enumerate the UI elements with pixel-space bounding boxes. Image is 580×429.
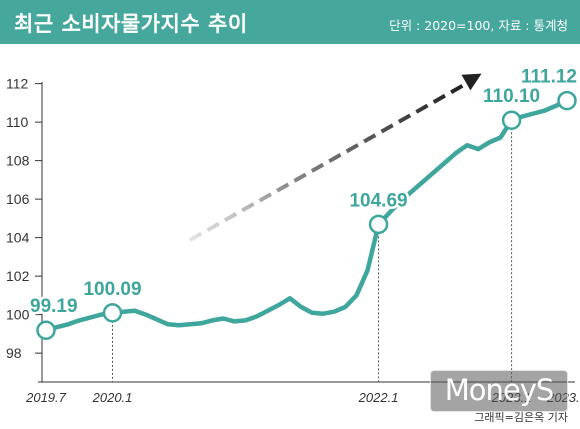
y-tick-label-104: 104: [6, 230, 30, 246]
data-label-2023-6: 111.12: [521, 67, 577, 88]
x-tick-label-2022-1: 2022.1: [358, 390, 399, 405]
data-label-2022-1: 104.69: [349, 190, 407, 211]
trend-arrow-head: [461, 73, 482, 91]
cpi-series-line: [43, 98, 570, 333]
y-tick-label-108: 108: [6, 153, 30, 169]
y-tick-label-110: 110: [6, 114, 29, 130]
point-marker-2019-7: [36, 320, 56, 340]
line-chart: 98 100 102 104 106 108 110 112 2019.7 2020.1 2022.…: [6, 64, 580, 405]
graphic-credit: 그래픽=김은옥 기자: [474, 411, 568, 424]
y-tick-label-112: 112: [6, 76, 29, 92]
y-tick-label-98: 98: [6, 345, 22, 361]
chart-header: 최근 소비자물가지수 추이 단위 : 2020=100, 자료 : 통계청: [0, 0, 580, 44]
chart-title: 최근 소비자물가지수 추이: [14, 12, 248, 36]
point-marker-2020-1: [102, 303, 123, 323]
watermark-text: MoneyS: [444, 373, 555, 407]
data-label-2019-7: 99.19: [30, 296, 78, 317]
data-label-2020-1: 100.09: [83, 279, 141, 300]
watermark-logo: MoneyS: [430, 370, 568, 412]
data-label-2023-1: 110.10: [483, 86, 540, 107]
y-tick-label-102: 102: [6, 268, 30, 284]
trend-arrow-line: [189, 78, 473, 242]
y-tick-label-106: 106: [6, 191, 30, 207]
point-marker-2022-1: [368, 214, 389, 235]
x-tick-label-2020-1: 2020.1: [92, 390, 133, 405]
chart-source-note: 단위 : 2020=100, 자료 : 통계청: [389, 18, 568, 33]
point-marker-2023-1: [501, 110, 522, 130]
y-tick-label-100: 100: [6, 307, 30, 323]
x-tick-label-2019-7: 2019.7: [25, 390, 67, 405]
point-marker-2023-6: [557, 90, 577, 111]
